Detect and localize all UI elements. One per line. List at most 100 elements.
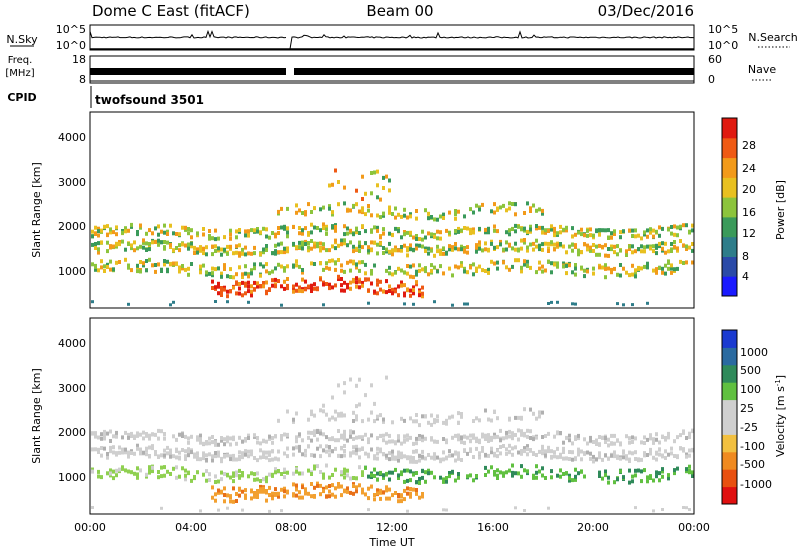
velocity-echo-cell <box>424 414 427 419</box>
power-echo-cell <box>598 228 601 233</box>
power-echo-cell <box>592 243 595 247</box>
velocity-cbar-label: Velocity [m s-1] <box>774 375 787 457</box>
velocity-echo-cell <box>655 451 658 456</box>
power-echo-cell <box>403 243 406 248</box>
velocity-echo-cell <box>544 434 547 438</box>
velocity-echo-cell <box>472 435 475 440</box>
velocity-echo-cell <box>514 445 517 450</box>
power-echo-cell <box>298 264 301 269</box>
velocity-echo-cell <box>478 453 481 458</box>
velocity-echo-cell <box>184 473 187 478</box>
velocity-echo-cell <box>256 489 259 493</box>
power-echo-cell <box>496 260 499 265</box>
colorbar-segment <box>722 434 737 453</box>
velocity-echo-cell <box>340 470 343 475</box>
velocity-echo-cell <box>283 489 286 494</box>
nsky-panel: N.Sky 10^5 10^0 10^5 10^0 N.Search <box>6 23 797 52</box>
velocity-echo-cell <box>346 473 349 478</box>
velocity-echo-cell <box>190 478 193 483</box>
power-echo-cell <box>514 258 517 263</box>
power-echo-cell <box>298 226 301 230</box>
power-echo-cell <box>232 251 235 256</box>
velocity-echo-cell <box>163 473 166 478</box>
power-echo-cell <box>271 278 274 283</box>
velocity-echo-cell <box>256 495 259 499</box>
velocity-echo-cell <box>241 451 244 456</box>
power-echo-cell <box>571 302 574 306</box>
velocity-echo-cell <box>355 383 358 388</box>
power-echo-cell <box>436 244 439 249</box>
power-echo-cell <box>154 226 157 231</box>
power-echo-cell <box>121 230 124 235</box>
power-echo-cell <box>148 247 151 252</box>
power-echo-cell <box>604 243 607 248</box>
power-echo-cell <box>265 269 268 274</box>
velocity-echo-cell <box>322 448 325 453</box>
power-echo-cell <box>334 261 337 266</box>
power-echo-cell <box>112 230 115 235</box>
velocity-echo-cell <box>397 476 400 480</box>
power-echo-cell <box>619 263 622 267</box>
power-echo-cell <box>490 209 493 214</box>
velocity-echo-cell <box>286 470 289 475</box>
power-echo-cell <box>142 263 145 268</box>
power-echo-cell <box>394 245 397 250</box>
velocity-echo-cell <box>157 428 160 433</box>
velocity-echo-cell <box>607 475 610 480</box>
velocity-echo-cell <box>499 445 502 449</box>
power-echo-cell <box>325 224 328 229</box>
power-echo-cell <box>295 259 298 264</box>
power-echo-cell <box>343 269 346 274</box>
freq-trace-band-0 <box>90 68 286 75</box>
velocity-echo-cell <box>460 414 463 419</box>
power-echo-cell <box>133 248 136 253</box>
velocity-echo-cell <box>688 435 691 439</box>
velocity-echo-cell <box>409 435 412 440</box>
power-echo-cell <box>352 203 355 208</box>
velocity-echo-cell <box>304 453 307 458</box>
velocity-echo-cell <box>388 433 391 438</box>
velocity-cbar-tick-100: 100 <box>740 383 761 396</box>
power-echo-cell <box>421 229 424 234</box>
velocity-echo-cell <box>628 450 631 455</box>
power-echo-cell <box>145 241 148 246</box>
velocity-echo-cell <box>235 441 238 446</box>
velocity-echo-cell <box>688 431 691 436</box>
power-echo-cell <box>334 246 337 251</box>
velocity-echo-cell <box>445 479 448 484</box>
velocity-echo-cell <box>196 437 199 442</box>
velocity-echo-cell <box>292 482 295 487</box>
freq-trace <box>90 68 694 82</box>
power-echo-cell <box>352 232 355 237</box>
power-echo-cell <box>169 223 172 228</box>
velocity-echo-cell <box>232 499 235 504</box>
velocity-echo-cell <box>445 508 448 512</box>
velocity-echo-cell <box>460 440 463 445</box>
velocity-echo-cell <box>424 470 427 475</box>
power-echo-cell <box>664 271 667 276</box>
velocity-echo-cell <box>160 506 163 510</box>
velocity-echo-cell <box>187 453 190 458</box>
power-echo-cell <box>667 266 670 271</box>
velocity-echo-cell <box>145 452 148 457</box>
velocity-echo-cell <box>286 490 289 495</box>
velocity-echo-cell <box>253 472 256 477</box>
power-echo-cell <box>415 216 418 221</box>
power-echo-cell <box>391 212 394 216</box>
velocity-echo-cell <box>385 432 388 437</box>
power-echo-cell <box>424 266 427 271</box>
power-echo-cell <box>391 291 394 296</box>
power-echo-cell <box>388 241 391 246</box>
velocity-echo-cell <box>562 440 565 445</box>
velocity-echo-cell <box>640 457 643 462</box>
velocity-echo-cell <box>538 414 541 419</box>
velocity-echo-cell <box>349 453 352 458</box>
power-echo-cell <box>247 274 250 279</box>
velocity-echo-cell <box>517 471 520 476</box>
power-echo-cell <box>412 288 415 292</box>
velocity-echo-cell <box>652 478 655 483</box>
power-echo-cell <box>283 268 286 273</box>
power-echo-cell <box>262 226 265 231</box>
velocity-echo-cell <box>322 489 325 494</box>
power-echo-cell <box>646 244 649 249</box>
